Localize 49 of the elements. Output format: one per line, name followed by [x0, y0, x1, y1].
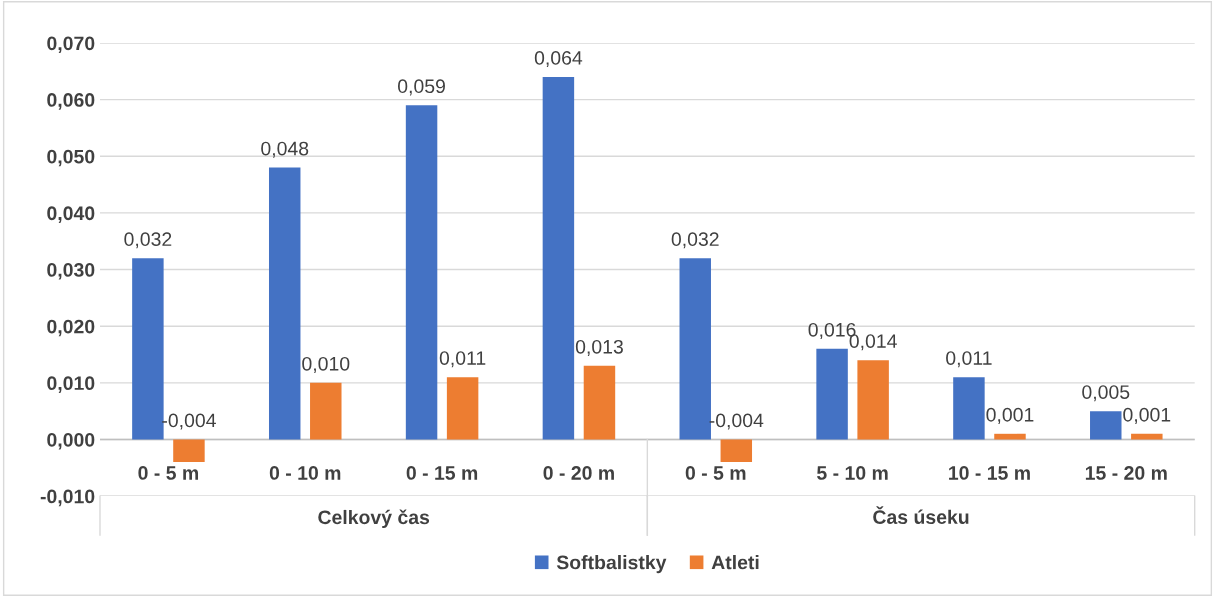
- legend-label: Softbalistky: [556, 555, 667, 574]
- bar: [583, 365, 616, 440]
- data-label: 0,001: [1123, 407, 1171, 424]
- bar: [446, 377, 479, 440]
- x-tick-label: 15 - 20 m: [1085, 466, 1167, 480]
- data-label: 0,013: [575, 339, 623, 356]
- data-label: 0,032: [124, 232, 172, 249]
- x-tick-label: 0 - 15 m: [406, 466, 478, 480]
- bar: [1090, 411, 1122, 440]
- data-label: 0,011: [439, 351, 486, 368]
- data-label: 0,059: [398, 79, 445, 96]
- x-tick-label: 10 - 15 m: [949, 466, 1030, 480]
- data-label: 0,001: [986, 407, 1034, 424]
- data-label: 0,011: [946, 351, 992, 368]
- bar: [857, 360, 889, 440]
- text: Čas úseku: [873, 506, 969, 524]
- x-tick-label: 5 - 10 m: [817, 466, 888, 480]
- text: Celkový čas: [318, 509, 430, 529]
- y-tick-label: 0,040: [47, 206, 95, 223]
- bar: [994, 433, 1026, 440]
- y-tick-label: 0,060: [47, 93, 95, 110]
- y-tick-label: 0,010: [47, 376, 95, 393]
- x-tick-label: 0 - 20 m: [543, 466, 614, 480]
- bar: [1131, 433, 1163, 440]
- y-tick-label: 0,030: [47, 263, 95, 280]
- y-tick-label: 0,050: [47, 149, 95, 167]
- data-label: 0,010: [302, 356, 350, 373]
- bar: [816, 348, 848, 440]
- x-tick-label: 0 - 5 m: [685, 466, 746, 480]
- x-tick-label: 0 - 10 m: [269, 466, 341, 480]
- bar: [542, 76, 575, 440]
- bar: [953, 377, 985, 440]
- bar: [132, 258, 164, 440]
- bar: [720, 439, 753, 463]
- bar: [310, 382, 342, 440]
- bar: [679, 258, 711, 440]
- bar: [268, 167, 301, 440]
- x-tick-label: 0 - 5 m: [138, 466, 199, 480]
- y-tick-label: 0,020: [47, 319, 95, 337]
- y-tick-label: -0,010: [40, 489, 95, 507]
- bar: [405, 105, 438, 440]
- data-label: 0,048: [261, 141, 309, 158]
- data-label: 0,064: [534, 51, 583, 68]
- bar: [173, 439, 205, 463]
- y-tick-label: 0,070: [47, 36, 95, 54]
- data-label: 0,005: [1082, 385, 1130, 402]
- legend-label: Atleti: [711, 555, 759, 570]
- data-label: 0,032: [671, 232, 719, 249]
- y-tick-label: 0,000: [47, 432, 95, 450]
